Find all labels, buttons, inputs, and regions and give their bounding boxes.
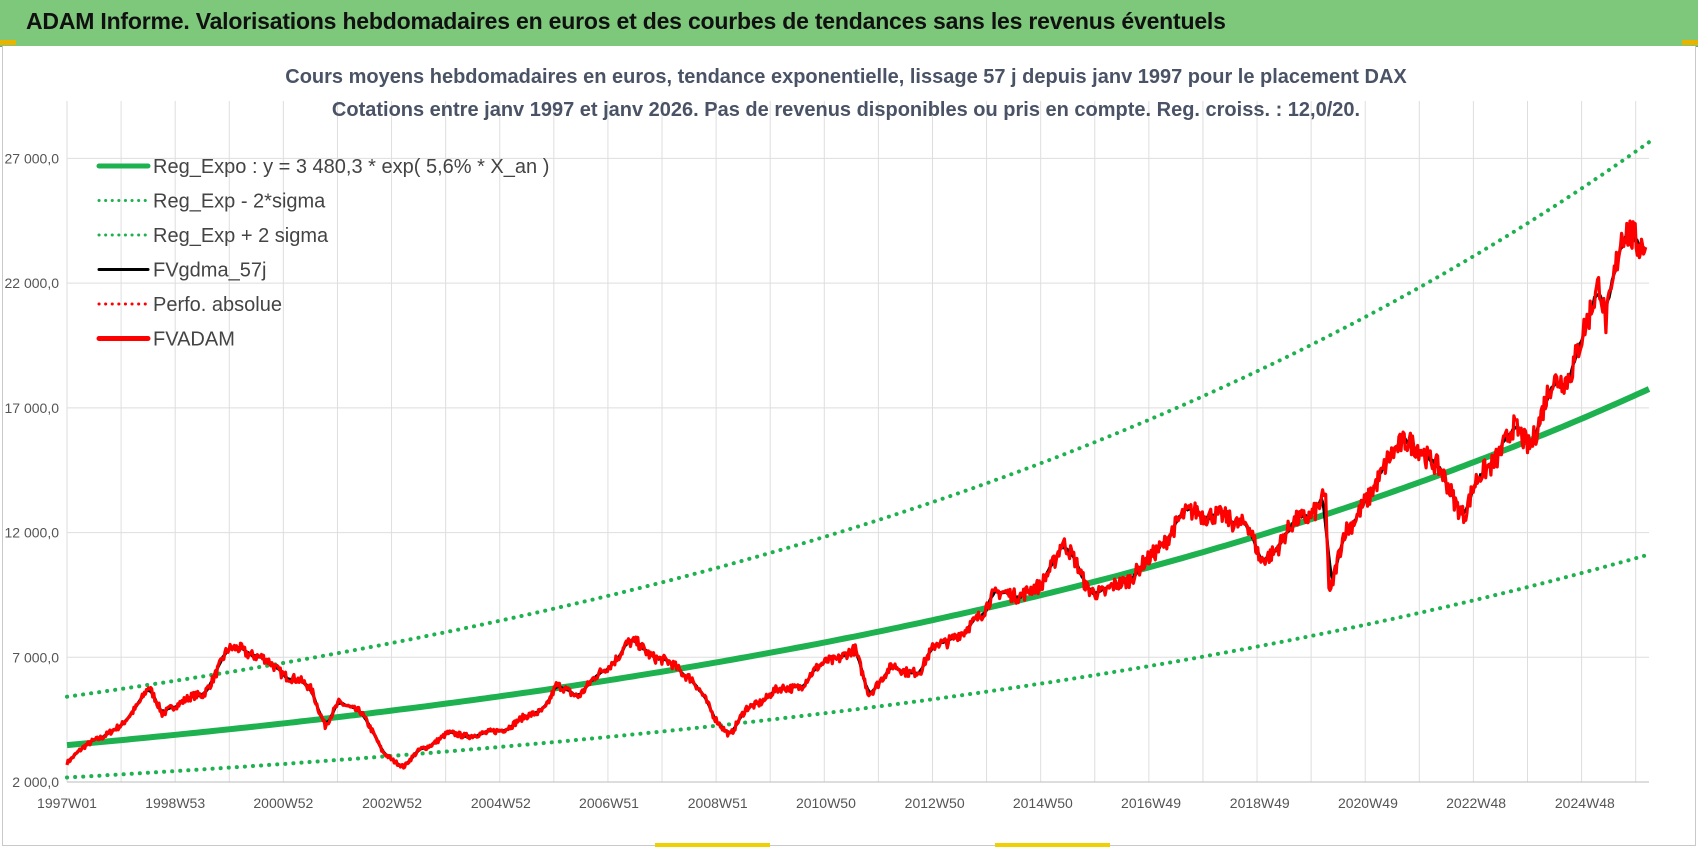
x-axis-ticks: 1997W01 1998W53 2000W52 2002W52 2004W52 2006W… [37,795,1615,811]
y-tick-label: 22 000,0 [5,275,60,291]
upper-sigma-band [65,140,1651,699]
legend-label: Reg_Expo : y = 3 480,3 * exp( 5,6% * X_a… [153,156,549,178]
corner-marker-right [1682,40,1698,45]
footer-strip-1 [655,843,770,847]
x-tick-label: 2008W51 [688,795,748,811]
chart-title: Cours moyens hebdomadaires en euros, ten… [285,66,1407,88]
x-tick-label: 2020W49 [1338,795,1398,811]
x-tick-label: 2004W52 [471,795,531,811]
chart-subtitle: Cotations entre janv 1997 et janv 2026. … [332,99,1360,121]
chart-area: Cours moyens hebdomadaires en euros, ten… [2,46,1696,846]
x-tick-label: 2012W50 [905,795,965,811]
x-tick-label: 2016W49 [1121,795,1181,811]
x-tick-label: 2022W48 [1446,795,1506,811]
x-tick-label: 1997W01 [37,795,97,811]
x-tick-label: 2000W52 [253,795,313,811]
dax-chart: Cours moyens hebdomadaires en euros, ten… [5,66,1651,811]
report-header-bar: ADAM Informe. Valorisations hebdomadaire… [0,0,1698,47]
footer-strip-2 [995,843,1110,847]
y-tick-label: 12 000,0 [5,525,60,541]
legend-label: Reg_Exp + 2 sigma [153,225,329,247]
fvgdma-57j-line [66,228,1647,768]
legend-label: FVADAM [153,329,235,351]
x-tick-label: 2002W52 [362,795,422,811]
series-layer [65,140,1651,780]
gridlines [66,101,1649,783]
corner-marker-left [0,40,16,45]
x-tick-label: 1998W53 [145,795,205,811]
x-tick-label: 2006W51 [579,795,639,811]
x-tick-label: 2018W49 [1230,795,1290,811]
legend-label: Reg_Exp - 2*sigma [153,191,326,213]
legend-label: Perfo. absolue [153,294,282,316]
x-tick-label: 2010W50 [796,795,856,811]
y-tick-label: 7 000,0 [12,649,59,665]
y-tick-label: 27 000,0 [5,150,60,166]
y-axis-ticks: 2 000,0 7 000,0 12 000,0 17 000,0 22 000,0 27… [5,150,60,790]
x-tick-label: 2024W48 [1555,795,1615,811]
report-title: ADAM Informe. Valorisations hebdomadaire… [26,8,1226,34]
legend-label: FVgdma_57j [153,260,266,282]
lower-sigma-band [65,552,1651,780]
y-tick-label: 2 000,0 [12,774,59,790]
x-tick-label: 2014W50 [1013,795,1073,811]
legend: Reg_Expo : y = 3 480,3 * exp( 5,6% * X_a… [96,156,549,351]
fvadam-line [65,219,1648,770]
y-tick-label: 17 000,0 [5,400,60,416]
